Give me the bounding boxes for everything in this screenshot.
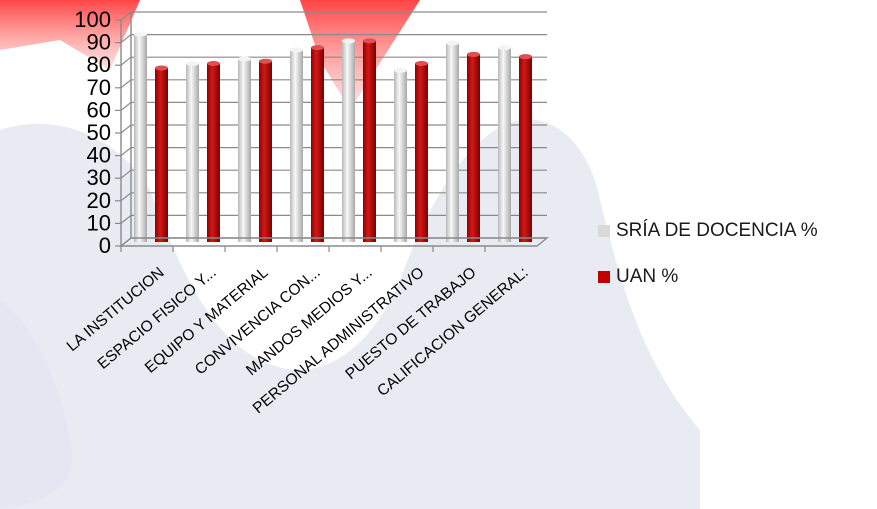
bar-top — [207, 60, 220, 66]
bar-body — [519, 56, 532, 243]
bar-body — [207, 63, 220, 243]
bar-top — [415, 60, 428, 66]
bar-body — [363, 40, 376, 242]
bar-body — [134, 34, 147, 242]
bar-top — [498, 45, 511, 51]
x-axis-floor — [119, 237, 549, 247]
gridline-side — [120, 56, 132, 66]
bar-top — [238, 56, 251, 62]
bar-sria — [394, 67, 407, 243]
legend-label-sria: SRÍA DE DOCENCIA % — [616, 220, 818, 241]
legend-item-uan: UAN % — [598, 264, 818, 290]
watermark-red-shape — [0, 0, 140, 70]
bar-body — [259, 61, 272, 243]
y-tick-label: 10 — [87, 210, 111, 235]
legend-item-sria: SRÍA DE DOCENCIA % — [598, 218, 818, 244]
y-tick-label: 70 — [87, 75, 111, 100]
gridline-side — [120, 214, 132, 224]
bar-top — [155, 65, 168, 71]
bar-sria — [342, 38, 355, 242]
gridline-side — [120, 79, 132, 89]
legend-label-uan: UAN % — [616, 266, 679, 287]
y-tick-label: 100 — [74, 7, 111, 32]
bar-sria — [290, 47, 303, 243]
bar-sria — [446, 40, 459, 243]
y-tick-label: 60 — [87, 97, 111, 122]
chart-legend: SRÍA DE DOCENCIA % UAN % — [598, 218, 818, 310]
bar-body — [155, 67, 168, 242]
bar-top — [363, 38, 376, 44]
bar-uan — [207, 60, 220, 243]
bar-body — [446, 43, 459, 243]
gridline-side — [120, 11, 132, 21]
bar-top — [394, 67, 407, 73]
bar-top — [134, 31, 147, 37]
watermark-red-right — [300, 0, 420, 110]
bar-top — [311, 45, 324, 51]
bar-body — [415, 63, 428, 243]
bar-top — [290, 47, 303, 53]
bar-body — [467, 54, 480, 242]
bar-body — [498, 47, 511, 242]
bar-sria — [186, 60, 199, 243]
gridline-side — [120, 34, 132, 44]
bar-top — [342, 38, 355, 44]
gridline-side — [120, 101, 132, 111]
bar-sria — [498, 45, 511, 242]
gridline-side — [120, 147, 132, 157]
bar-uan — [519, 54, 532, 243]
legend-swatch-sria — [598, 225, 610, 237]
bar-body — [342, 40, 355, 242]
bar-body — [311, 47, 324, 242]
bar-uan — [467, 51, 480, 242]
y-tick-label: 0 — [99, 233, 111, 258]
bar-sria — [134, 31, 147, 242]
y-tick-label: 80 — [87, 52, 111, 77]
bar-body — [238, 58, 251, 242]
bar-uan — [415, 60, 428, 243]
bar-uan — [259, 58, 272, 243]
gridline-side — [120, 124, 132, 134]
bar-top — [186, 60, 199, 66]
bar-uan — [363, 38, 376, 242]
bar-top — [259, 58, 272, 64]
gridline-side — [120, 192, 132, 202]
watermark-blue-left — [0, 300, 72, 509]
bar-body — [186, 63, 199, 243]
bar-uan — [311, 45, 324, 242]
bar-top — [519, 54, 532, 60]
y-tick-label: 50 — [87, 120, 111, 145]
y-tick-label: 40 — [87, 143, 111, 168]
bar-sria — [238, 56, 251, 242]
y-tick-label: 20 — [87, 188, 111, 213]
bar-body — [394, 70, 407, 243]
legend-swatch-uan — [598, 271, 610, 283]
bar-top — [467, 51, 480, 57]
gridline-side — [120, 169, 132, 179]
y-tick-label: 30 — [87, 165, 111, 190]
bar-uan — [155, 65, 168, 242]
bar-body — [290, 49, 303, 243]
bar-top — [446, 40, 459, 46]
y-tick-label: 90 — [87, 30, 111, 55]
